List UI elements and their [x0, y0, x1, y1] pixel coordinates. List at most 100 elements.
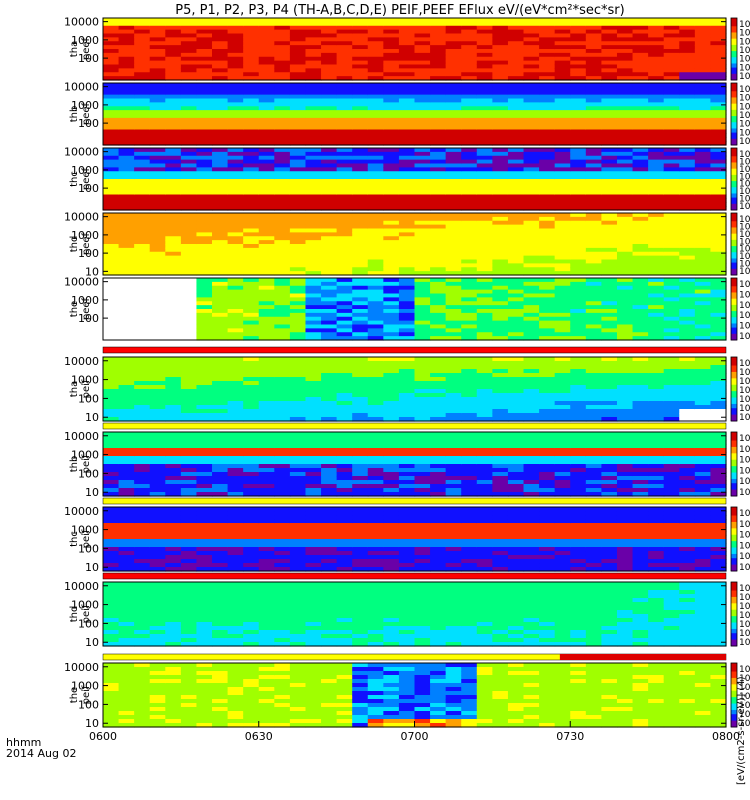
cell: [398, 186, 416, 192]
cell: [336, 232, 353, 237]
cell: [336, 45, 353, 50]
cell: [632, 83, 649, 88]
cell: [398, 278, 416, 283]
cell: [648, 452, 665, 457]
cell: [103, 68, 120, 73]
cell: [632, 448, 649, 453]
cell: [648, 448, 665, 453]
cell: [383, 76, 400, 81]
cell: [694, 232, 712, 237]
cell: [336, 155, 353, 161]
cell: [305, 472, 322, 477]
cell: [585, 68, 603, 73]
cell: [554, 60, 571, 66]
cell: [274, 202, 291, 207]
cell: [165, 220, 182, 226]
cell: [461, 267, 478, 272]
cell: [461, 86, 478, 92]
cell: [289, 460, 307, 465]
cell: [196, 129, 213, 134]
cell: [367, 289, 384, 295]
cell: [616, 488, 634, 493]
cell: [165, 278, 182, 283]
cell: [663, 151, 680, 157]
cell: [507, 171, 525, 176]
cell: [476, 393, 493, 398]
cell: [149, 56, 166, 62]
cell: [492, 413, 509, 418]
colorbar-segment: [731, 365, 737, 369]
cell: [648, 440, 665, 445]
cell: [149, 259, 166, 264]
cell: [694, 417, 712, 422]
cell: [570, 240, 587, 245]
cell: [227, 381, 244, 386]
cell: [648, 98, 665, 103]
cell: [321, 244, 338, 249]
cell: [632, 167, 649, 172]
cell: [258, 432, 275, 437]
cell: [663, 60, 680, 66]
cell: [585, 129, 603, 134]
cell: [383, 476, 400, 481]
cell: [149, 45, 166, 50]
cell: [165, 293, 182, 298]
colorbar-segment: [731, 122, 737, 125]
cell: [243, 155, 260, 161]
cell: [352, 186, 369, 192]
cell: [118, 464, 135, 469]
cell: [321, 110, 338, 115]
colorbar-segment: [731, 391, 737, 394]
cell: [289, 232, 307, 237]
cell: [476, 397, 493, 402]
cell: [570, 175, 587, 180]
cell: [336, 171, 353, 176]
cell: [196, 267, 213, 272]
cell: [212, 171, 229, 176]
cell: [492, 389, 509, 394]
cell: [274, 472, 291, 477]
cell: [554, 244, 571, 249]
cell: [321, 121, 338, 127]
cell: [336, 271, 353, 276]
cell: [243, 464, 260, 469]
cell: [352, 224, 369, 230]
cell: [352, 94, 369, 100]
cell: [694, 293, 712, 298]
cell: [243, 381, 260, 386]
cell: [383, 336, 400, 341]
cell: [134, 535, 151, 540]
cell: [679, 106, 696, 111]
cell: [414, 413, 431, 418]
cell: [710, 106, 727, 111]
cell: [585, 271, 603, 276]
cell: [523, 464, 540, 469]
cell: [118, 263, 135, 268]
cell: [476, 56, 493, 62]
cell: [476, 167, 493, 172]
cell: [445, 247, 462, 253]
cell: [632, 240, 649, 245]
colorbar-segment: [731, 124, 737, 127]
cell: [321, 468, 338, 473]
cell: [180, 271, 198, 276]
cell: [165, 228, 182, 233]
cell: [445, 232, 462, 237]
cell: [616, 432, 634, 437]
cell: [383, 117, 400, 123]
colorbar-segment: [731, 134, 737, 138]
cell: [243, 413, 260, 418]
cell: [305, 86, 322, 92]
cell: [616, 336, 634, 341]
cell: [523, 309, 540, 314]
cell: [289, 305, 307, 310]
cell: [461, 117, 478, 123]
cell: [274, 72, 291, 77]
cell: [476, 309, 493, 314]
cell: [663, 76, 680, 81]
cell: [663, 179, 680, 184]
cell: [445, 228, 462, 233]
cell: [212, 531, 229, 536]
cell: [694, 102, 712, 107]
cell: [507, 255, 525, 261]
